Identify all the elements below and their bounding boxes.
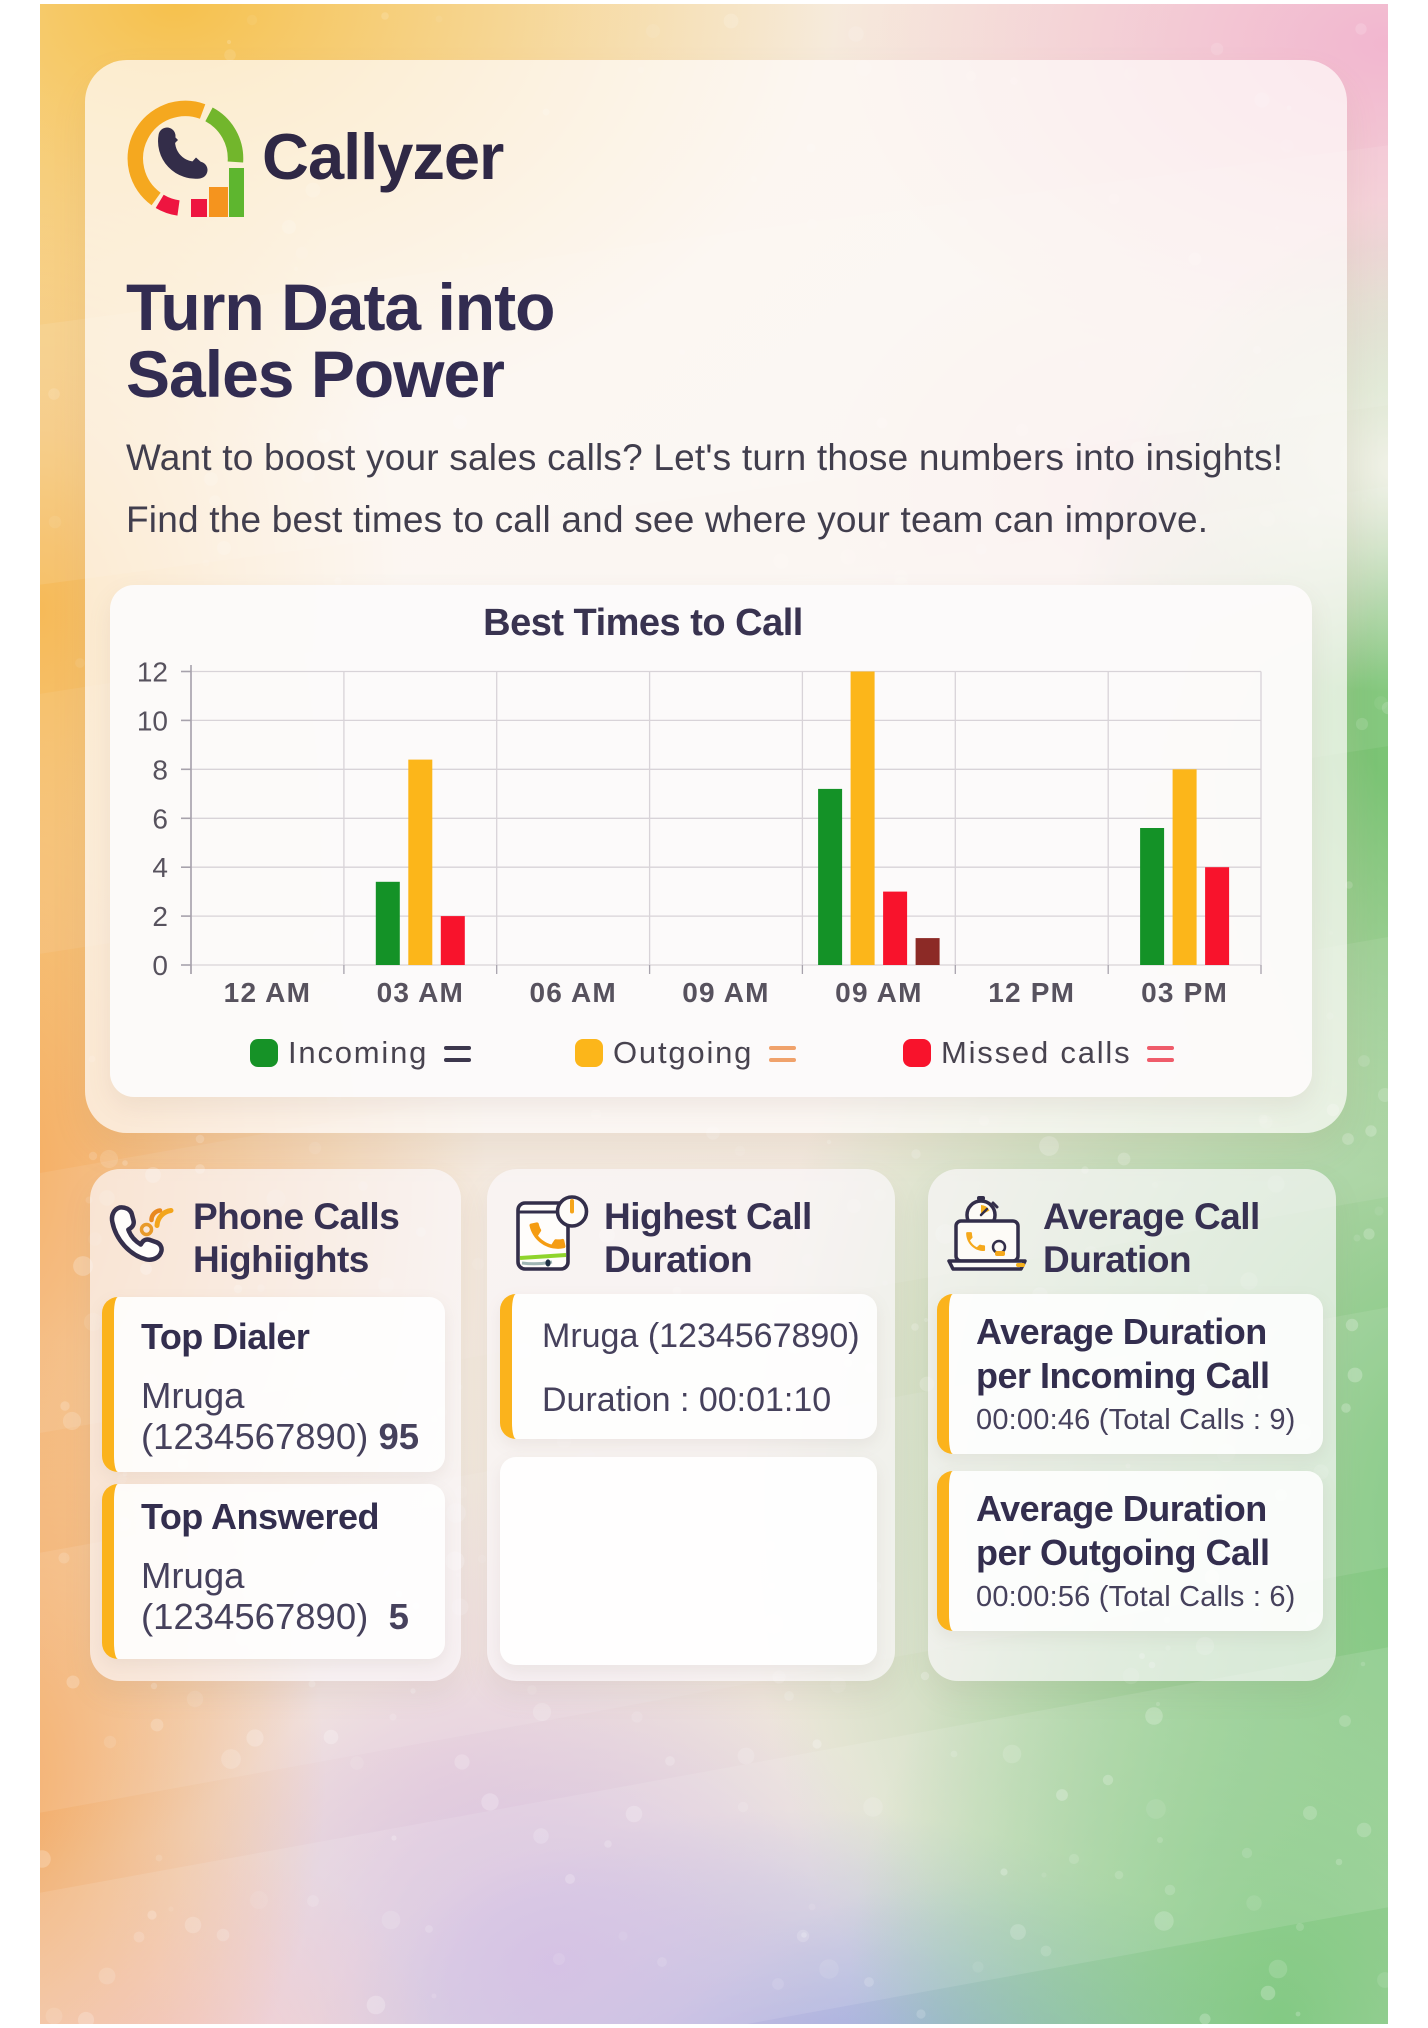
svg-text:4: 4 xyxy=(152,852,168,883)
svg-text:09 AM: 09 AM xyxy=(682,977,769,1008)
svg-text:03 PM: 03 PM xyxy=(1141,977,1228,1008)
svg-text:12 AM: 12 AM xyxy=(224,977,311,1008)
svg-text:10: 10 xyxy=(137,705,168,736)
svg-text:6: 6 xyxy=(152,803,168,834)
svg-text:06 AM: 06 AM xyxy=(529,977,616,1008)
svg-text:0: 0 xyxy=(152,950,168,981)
svg-text:12 PM: 12 PM xyxy=(988,977,1075,1008)
svg-text:03 AM: 03 AM xyxy=(377,977,464,1008)
svg-text:09 AM: 09 AM xyxy=(835,977,922,1008)
svg-text:8: 8 xyxy=(152,754,168,785)
svg-text:12: 12 xyxy=(137,657,168,688)
svg-text:2: 2 xyxy=(152,901,168,932)
